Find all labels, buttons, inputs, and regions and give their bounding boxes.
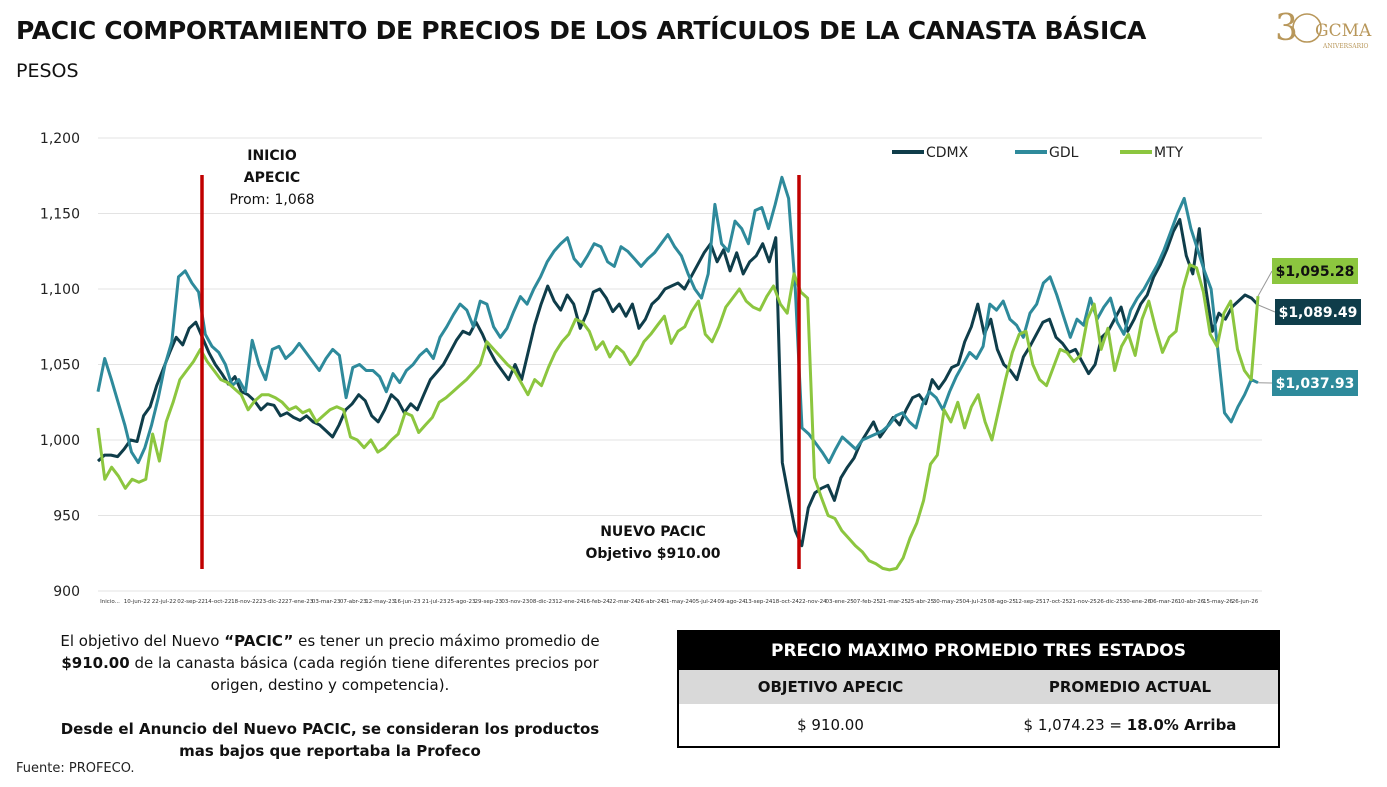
x-tick-label: Inicio... xyxy=(100,599,120,605)
x-tick-label: 26-jun-26 xyxy=(1232,599,1259,605)
x-tick-label: 12-ene-24 xyxy=(555,599,584,605)
col-objetivo-header: OBJETIVO APECIC xyxy=(757,678,904,696)
x-tick-label: 12-may-23 xyxy=(365,599,395,605)
legend-label: MTY xyxy=(1154,145,1184,161)
x-tick-label: 22-mar-24 xyxy=(609,599,638,605)
x-tick-label: 31-may-24 xyxy=(663,599,693,605)
x-tick-label: 22-nov-24 xyxy=(799,599,827,605)
x-tick-label: 04-jul-25 xyxy=(963,599,988,605)
svg-text:3: 3 xyxy=(1275,8,1298,49)
x-tick-label: 15-may-26 xyxy=(1203,599,1233,605)
y-tick-label: 950 xyxy=(53,509,80,525)
x-tick-label: 30-ene-26 xyxy=(1123,599,1152,605)
value-callout-box xyxy=(1275,299,1361,325)
x-tick-label: 25-ago-23 xyxy=(447,599,476,605)
value-callout-label: $1,037.93 xyxy=(1276,376,1355,392)
series-line-gdl xyxy=(96,175,1259,465)
series-line-mty xyxy=(96,263,1260,572)
source-note: Fuente: PROFECO. xyxy=(16,761,135,776)
annotation-label: Objetivo $910.00 xyxy=(585,546,720,562)
table-header: PRECIO MAXIMO PROMEDIO TRES ESTADOS xyxy=(679,632,1278,670)
y-tick-label: 1,000 xyxy=(40,433,80,449)
annotation-label: NUEVO PACIC xyxy=(600,524,706,540)
x-tick-label: 08-ago-25 xyxy=(988,599,1017,605)
x-tick-label: 22-jul-22 xyxy=(152,599,177,605)
page-title: PACIC COMPORTAMIENTO DE PRECIOS DE LOS A… xyxy=(16,16,1147,45)
x-tick-label: 03-mar-23 xyxy=(312,599,341,605)
objetivo-value: $ 910.00 xyxy=(797,716,864,734)
promedio-value: $ 1,074.23 = 18.0% Arriba xyxy=(1023,716,1237,734)
gcma-logo: 3 GCMA ANIVERSARIO xyxy=(1275,8,1372,50)
price-summary-table: PRECIO MAXIMO PROMEDIO TRES ESTADOS OBJE… xyxy=(677,630,1280,748)
x-tick-label: 05-jul-24 xyxy=(692,599,717,605)
value-callout-box xyxy=(1272,370,1358,396)
x-tick-label: 06-mar-26 xyxy=(1150,599,1179,605)
series-line-cdmx xyxy=(96,218,1260,548)
x-tick-label: 02-sep-22 xyxy=(177,599,205,605)
x-tick-label: 21-mar-25 xyxy=(879,599,908,605)
annotation-label: APECIC xyxy=(244,170,300,186)
x-tick-label: 12-sep-25 xyxy=(1015,599,1043,605)
description-note: Desde el Anuncio del Nuevo PACIC, se con… xyxy=(60,720,600,760)
annotation-label: INICIO xyxy=(247,148,297,164)
description-paragraph: El objetivo del Nuevo “PACIC” es tener u… xyxy=(60,632,600,694)
legend-label: GDL xyxy=(1049,145,1079,161)
value-callout-box xyxy=(1272,258,1358,284)
x-tick-label: 29-sep-23 xyxy=(474,599,502,605)
x-tick-label: 09-ago-24 xyxy=(717,599,746,605)
y-tick-label: 1,050 xyxy=(40,358,80,374)
x-tick-label: 21-jul-23 xyxy=(422,599,447,605)
table-subheader-row: OBJETIVO APECIC PROMEDIO ACTUAL xyxy=(679,670,1278,704)
x-tick-label: 18-oct-24 xyxy=(772,599,799,605)
x-tick-label: 25-abr-25 xyxy=(907,599,934,605)
value-callout-label: $1,089.49 xyxy=(1279,305,1358,321)
x-tick-label: 26-abr-24 xyxy=(637,599,664,605)
x-tick-label: 16-feb-24 xyxy=(583,599,610,605)
x-tick-label: 23-dic-22 xyxy=(259,599,285,605)
x-tick-label: 03-ene-25 xyxy=(826,599,855,605)
x-tick-label: 08-dic-23 xyxy=(529,599,556,605)
legend-label: CDMX xyxy=(926,145,969,161)
x-tick-label: 27-ene-23 xyxy=(285,599,314,605)
svg-text:GCMA: GCMA xyxy=(1315,21,1372,41)
price-line-chart: 900 950 1,000 1,050 1,100 1,150 1,200 Inicio...… xyxy=(40,131,1361,605)
x-tick-label: 26-dic-25 xyxy=(1097,599,1124,605)
x-tick-label: 07-abr-23 xyxy=(340,599,367,605)
y-tick-label: 1,200 xyxy=(40,131,80,147)
page-subtitle: PESOS xyxy=(16,60,79,82)
x-tick-label: 18-nov-22 xyxy=(231,599,259,605)
value-callout-line xyxy=(1257,270,1273,297)
annotation-label: Prom: 1,068 xyxy=(229,192,314,208)
y-tick-label: 900 xyxy=(53,584,80,600)
x-tick-label: 14-oct-22 xyxy=(205,599,232,605)
x-tick-label: 10-jun-22 xyxy=(124,599,150,605)
x-tick-label: 16-jun-23 xyxy=(394,599,421,605)
x-tick-label: 13-sep-24 xyxy=(745,599,773,605)
x-tick-label: 10-abr-26 xyxy=(1178,599,1205,605)
value-callout-line xyxy=(1257,304,1276,313)
x-tick-label: 17-oct-25 xyxy=(1043,599,1070,605)
value-callout-label: $1,095.28 xyxy=(1276,264,1355,280)
y-tick-label: 1,100 xyxy=(40,282,80,298)
x-tick-label: 30-may-25 xyxy=(933,599,963,605)
x-tick-label: 21-nov-25 xyxy=(1069,599,1097,605)
table-row: $ 910.00 $ 1,074.23 = 18.0% Arriba xyxy=(679,704,1278,746)
y-tick-label: 1,150 xyxy=(40,207,80,223)
svg-text:ANIVERSARIO: ANIVERSARIO xyxy=(1322,43,1369,50)
x-tick-label: 03-nov-23 xyxy=(501,599,529,605)
x-tick-label: 07-feb-25 xyxy=(853,599,880,605)
col-promedio-header: PROMEDIO ACTUAL xyxy=(1048,678,1212,696)
